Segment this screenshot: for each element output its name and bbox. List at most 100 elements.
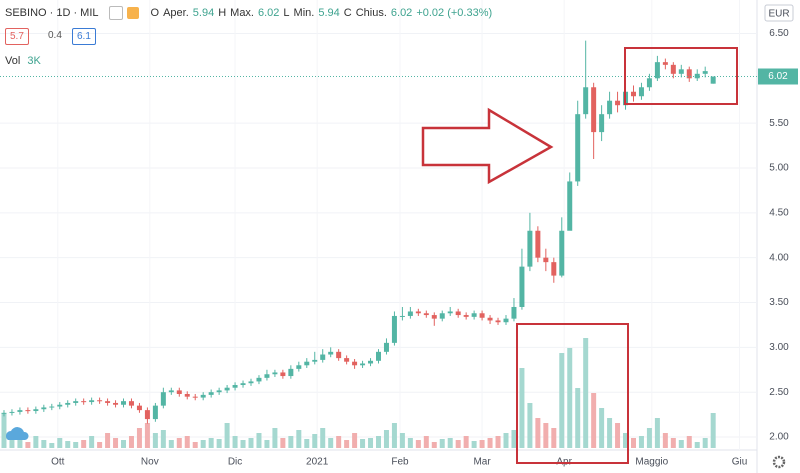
candle-body <box>200 394 206 398</box>
compare-icon[interactable] <box>108 6 123 20</box>
candle-body <box>224 387 230 391</box>
volume-bar <box>264 440 270 448</box>
x-tick-label: Nov <box>141 457 159 468</box>
candle-body <box>399 315 405 317</box>
candle-body <box>479 313 485 318</box>
delay-icon[interactable] <box>126 7 139 19</box>
candle-body <box>543 257 549 263</box>
volume-bar <box>479 440 485 448</box>
symbol: SEBINO · 1D · MIL <box>5 7 99 19</box>
candle-body <box>184 393 190 397</box>
volume-bar <box>575 388 581 448</box>
y-tick-label: 2.50 <box>769 387 789 398</box>
volume-bar <box>551 428 557 448</box>
settings-icon[interactable] <box>772 455 786 469</box>
volume-bar <box>471 441 477 448</box>
volume-bar <box>240 440 246 448</box>
ohlc-key: C <box>343 7 352 19</box>
highlight-box <box>516 323 629 464</box>
candle-body <box>423 313 429 316</box>
ohlc-header: O Aper. 5.94 H Max. 6.02 L Min. 5.94 C Chius. 6.02 <box>151 7 413 19</box>
volume-bar <box>599 408 605 448</box>
volume-bar <box>447 438 453 448</box>
candle-body <box>368 360 374 364</box>
candle-body <box>455 311 461 316</box>
ohlc-value: 6.02 <box>390 7 413 19</box>
x-tick-label: Mar <box>473 457 491 468</box>
ohlc-label: Max. <box>230 7 254 19</box>
candle-body <box>336 351 342 359</box>
candle-body <box>439 313 445 319</box>
candle-body <box>344 358 350 362</box>
candle-body <box>65 402 71 405</box>
volume-bar <box>607 418 613 448</box>
volume-bar <box>73 442 79 448</box>
candle-body <box>503 318 509 323</box>
volume-bar <box>646 428 652 448</box>
last-price-label: 6.02 <box>768 71 788 82</box>
ohlc-value: 5.94 <box>192 7 215 19</box>
x-tick-label: Ott <box>51 457 65 468</box>
bid[interactable]: 5.7 <box>5 28 29 45</box>
candle-body <box>296 365 302 369</box>
candle-body <box>49 406 55 408</box>
x-tick-label: Feb <box>391 457 409 468</box>
volume-bar <box>670 438 676 448</box>
candle-body <box>630 91 636 97</box>
volume-bar <box>391 423 397 448</box>
candle-body <box>73 401 79 403</box>
candle-body <box>33 409 39 412</box>
ask[interactable]: 6.1 <box>72 28 96 45</box>
volume-bar <box>654 418 660 448</box>
ohlc-label: Chius. <box>355 7 387 19</box>
spread: 0.4 <box>48 30 62 41</box>
ohlc-value: 6.02 <box>258 7 280 19</box>
volume-bar <box>399 433 405 448</box>
candle-body <box>407 311 413 316</box>
volume-bar <box>439 439 445 448</box>
volume-bar <box>81 440 87 448</box>
x-tick-label: Dic <box>228 457 242 468</box>
grid <box>0 0 757 450</box>
candle-body <box>240 383 246 386</box>
volume-bar <box>41 440 47 448</box>
volume-bar <box>360 439 366 448</box>
volume-bar <box>662 433 668 448</box>
volume-bar <box>559 353 565 448</box>
candle-body <box>431 315 437 319</box>
candle-body <box>670 64 676 74</box>
ohlc-key: H <box>218 7 227 19</box>
volume-bar <box>128 436 134 448</box>
candle-body <box>360 363 366 366</box>
volume-bar <box>200 440 206 448</box>
volume-bar <box>678 440 684 448</box>
x-tick-label: Giu <box>732 457 748 468</box>
volume-bar <box>105 433 111 448</box>
arrow <box>421 107 554 185</box>
candle-body <box>320 354 326 360</box>
candle-body <box>113 402 119 405</box>
candle-body <box>232 385 238 388</box>
candle-body <box>415 311 421 314</box>
ohlc-label: Aper. <box>163 7 189 19</box>
candle-body <box>208 392 214 395</box>
currency-box[interactable] <box>764 4 794 22</box>
volume-bar <box>336 436 342 448</box>
candle-body <box>9 411 15 413</box>
volume-bar <box>168 440 174 448</box>
volume-bar <box>33 436 39 448</box>
volume-bar <box>431 442 437 448</box>
candle-body <box>487 317 493 321</box>
volume-bar <box>407 438 413 448</box>
volume-bar <box>352 433 358 448</box>
candle-body <box>160 392 166 406</box>
volume-bar <box>623 433 629 448</box>
volume-bar <box>65 441 71 448</box>
volume-bar <box>57 438 63 448</box>
candle-body <box>216 390 222 393</box>
candle-body <box>128 401 134 406</box>
volume-bar <box>312 434 318 448</box>
volume-bar <box>17 440 23 448</box>
volume-bar <box>415 440 421 448</box>
volume-bar <box>176 438 182 448</box>
